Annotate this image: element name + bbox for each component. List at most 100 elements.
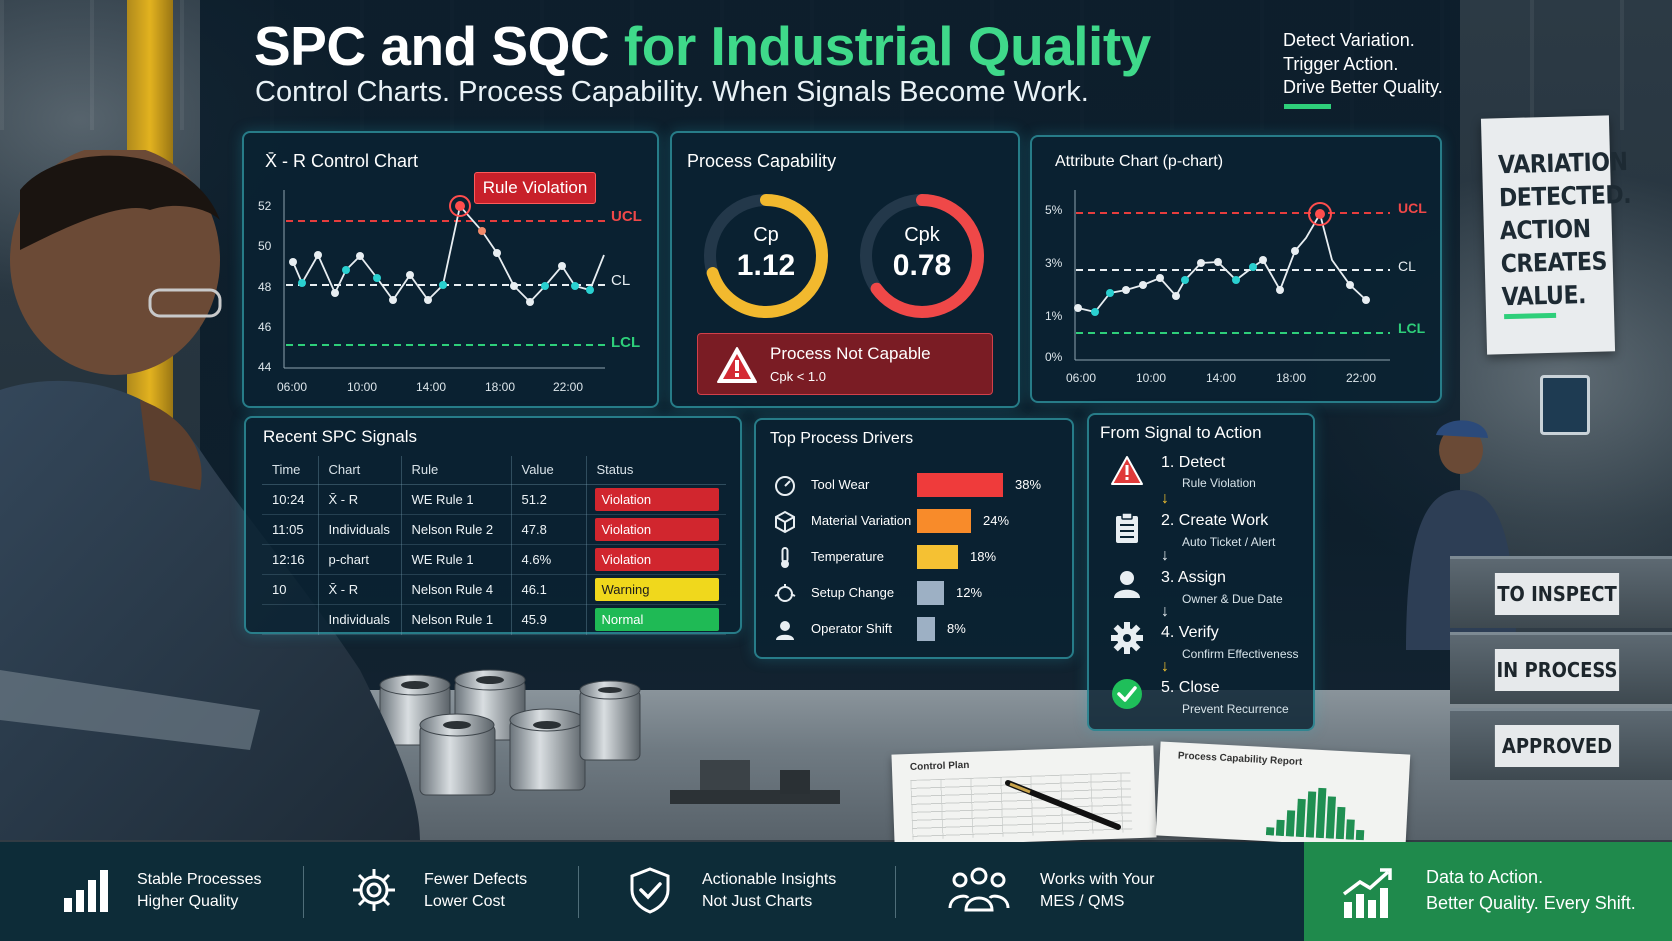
cl-label: CL	[1398, 258, 1416, 274]
cell-value: 51.2	[511, 484, 587, 515]
footer-line2: Higher Quality	[137, 893, 239, 910]
driver-pct: 18%	[970, 549, 997, 564]
footer-divider	[303, 866, 304, 918]
cp-label: Cp	[753, 224, 779, 246]
cpk-readout: Cpk 0.78	[862, 224, 982, 283]
drivers-title: Top Process Drivers	[770, 430, 914, 447]
footer-line2: Not Just Charts	[702, 893, 813, 910]
x-tick-label: 18:00	[485, 380, 516, 394]
variation-sign: VARIATION DETECTED. ACTION CREATES VALUE…	[1480, 115, 1632, 355]
cp-arc	[704, 194, 828, 318]
column-header: Chart	[318, 456, 402, 485]
lcl-label: LCL	[1398, 320, 1426, 336]
x-tick-label: 18:00	[1276, 371, 1307, 385]
signals-table: Time Chart Rule Value Status 10:24 X̄ - …	[262, 456, 726, 635]
footer-item-text: Fewer Defects Lower Cost	[424, 869, 527, 913]
bin-label: TO INSPECT	[1494, 573, 1620, 615]
step-label: 1. Detect	[1161, 454, 1226, 471]
step-label: 4. Verify	[1161, 624, 1219, 641]
sign-line: VARIATION	[1497, 146, 1628, 180]
cell-value: 45.9	[511, 604, 587, 635]
cta-line2: Better Quality. Every Shift.	[1426, 893, 1636, 913]
driver-pct: 8%	[947, 621, 966, 636]
column-header: Value	[511, 456, 587, 485]
bin-label: IN PROCESS	[1494, 649, 1620, 691]
x-tick-label: 06:00	[1066, 371, 1097, 385]
cell-rule: Nelson Rule 1	[401, 604, 512, 635]
driver-pct: 38%	[1015, 477, 1042, 492]
driver-pct: 12%	[956, 585, 983, 600]
footer-line2: MES / QMS	[1040, 893, 1125, 910]
cube-icon	[775, 510, 795, 534]
driver-bar	[917, 509, 971, 533]
step-sub: Auto Ticket / Alert	[1182, 535, 1276, 549]
driver-name: Setup Change	[811, 585, 895, 600]
gauge-icon	[775, 476, 795, 496]
table-row[interactable]: 10 X̄ - R Nelson Rule 4 46.1 Warning	[262, 574, 726, 605]
cell-time: 11:05	[262, 514, 319, 545]
cell-chart: Individuals	[318, 604, 402, 635]
sign-line: VALUE.	[1501, 280, 1587, 312]
driver-name: Operator Shift	[811, 621, 892, 636]
alert-subtitle: Cpk < 1.0	[770, 369, 827, 384]
workflow-title: From Signal to Action	[1100, 423, 1262, 442]
signals-title: Recent SPC Signals	[263, 427, 418, 446]
team-icon	[948, 867, 1010, 912]
cell-chart: p-chart	[318, 544, 402, 575]
footer-line1: Stable Processes	[137, 871, 262, 888]
cell-chart: X̄ - R	[318, 574, 402, 605]
main-title: SPC and SQC for Industrial Quality	[254, 14, 1151, 78]
table-row[interactable]: 11:05 Individuals Nelson Rule 2 47.8 Vio…	[262, 514, 726, 545]
driver-bar	[917, 545, 958, 569]
warning-icon	[717, 347, 757, 383]
y-tick-label: 46	[258, 320, 272, 334]
x-tick-label: 22:00	[553, 380, 584, 394]
cell-chart: X̄ - R	[318, 484, 402, 515]
histogram-icon	[1265, 787, 1365, 841]
table-row[interactable]: 12:16 p-chart WE Rule 1 4.6% Violation	[262, 544, 726, 575]
arrow-down-icon: ↓	[1161, 658, 1169, 675]
title-part2: for Industrial Quality	[623, 15, 1151, 77]
xbar-chart-title: X̄ - R Control Chart	[265, 151, 419, 171]
tagline-line: Detect Variation.	[1283, 30, 1415, 50]
cpk-label: Cpk	[904, 224, 940, 246]
driver-name: Tool Wear	[811, 477, 870, 492]
cp-readout: Cp 1.12	[706, 224, 826, 283]
accent-bar	[1284, 104, 1331, 109]
column-header: Time	[262, 456, 319, 485]
table-header-row: Time Chart Rule Value Status	[262, 456, 726, 485]
cpk-value: 0.78	[892, 249, 952, 282]
cell-value: 4.6%	[511, 544, 587, 575]
pen-icon	[1005, 780, 1121, 830]
driver-bar	[917, 473, 1003, 497]
ucl-label: UCL	[611, 208, 642, 225]
cp-value: 1.12	[736, 249, 796, 282]
status-badge: Warning	[594, 577, 719, 601]
column-header: Status	[586, 456, 726, 485]
cta-line1: Data to Action.	[1426, 867, 1544, 887]
xbar-r-chart-panel	[242, 131, 659, 408]
footer-line1: Actionable Insights	[702, 871, 837, 888]
sign-line: DETECTED.	[1498, 179, 1632, 213]
driver-name: Material Variation	[811, 513, 912, 528]
caliper-tool	[670, 760, 840, 804]
cell-chart: Individuals	[318, 514, 402, 545]
cell-rule: Nelson Rule 4	[401, 574, 512, 605]
tagline-line: Trigger Action.	[1283, 53, 1399, 74]
table-row[interactable]: Individuals Nelson Rule 1 45.9 Normal	[262, 604, 726, 635]
cell-time: 10:24	[262, 484, 319, 515]
table-row[interactable]: 10:24 X̄ - R WE Rule 1 51.2 Violation	[262, 484, 726, 515]
capability-report-title: Process Capability Report	[1177, 750, 1303, 768]
footer-line1: Fewer Defects	[424, 871, 528, 888]
step-sub: Rule Violation	[1182, 476, 1256, 490]
subtitle: Control Charts. Process Capability. When…	[255, 76, 1089, 108]
driver-bar	[917, 617, 935, 641]
step-label: 5. Close	[1161, 679, 1220, 696]
hmi-screen	[1540, 375, 1590, 435]
step-label: 3. Assign	[1161, 569, 1226, 586]
alert-title: Process Not Capable	[770, 344, 931, 363]
ucl-label: UCL	[1398, 200, 1427, 216]
thermometer-icon	[781, 547, 789, 568]
sign-line: CREATES	[1500, 246, 1608, 279]
shield-check-icon	[630, 867, 670, 914]
